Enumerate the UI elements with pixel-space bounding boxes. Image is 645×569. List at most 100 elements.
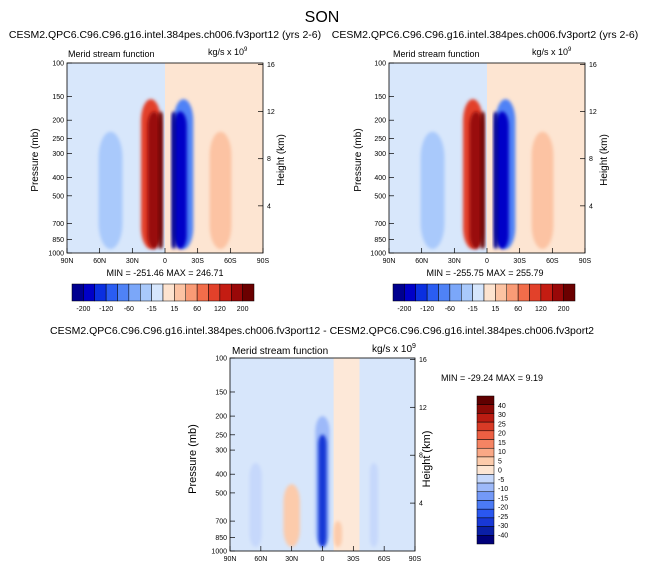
colorbar-bin [404, 283, 416, 302]
colorbar-bin [231, 283, 243, 302]
x-tick-label: 30N [126, 258, 139, 265]
y-tick-label: 300 [52, 151, 64, 158]
colorbar-label: -30 [498, 523, 508, 530]
y-axis-label: Pressure (mb) [187, 424, 199, 494]
colorbar-bin [162, 283, 175, 302]
colorbar-bin [128, 283, 141, 302]
height-tick-label: 16 [419, 357, 427, 364]
colorbar-bin [476, 500, 495, 510]
colorbar-bin [476, 421, 495, 432]
colorbar-bin [174, 283, 186, 302]
colorbar-bin [476, 482, 495, 493]
y-tick-label: 150 [215, 389, 227, 396]
colorbar-bin [472, 283, 485, 302]
plot-area [389, 63, 585, 253]
colorbar-bin [563, 283, 576, 302]
panel-left-label: Merid stream function [68, 49, 155, 59]
y-tick-label: 100 [52, 61, 64, 68]
y-tick-label: 700 [374, 221, 386, 228]
plot-area [230, 358, 415, 551]
colorbar-bin [476, 465, 495, 475]
x-tick-label: 60S [546, 258, 559, 265]
y-tick-label: 400 [215, 472, 227, 479]
y-tick-label: 200 [374, 118, 386, 125]
colorbar-bin [242, 283, 255, 302]
x-tick-label: 30S [347, 556, 360, 563]
colorbar-label: 120 [214, 306, 226, 313]
colorbar-bin [151, 283, 164, 302]
colorbar-bin [438, 283, 451, 302]
colorbar-bin [71, 283, 84, 302]
panel-top-left: CESM2.QPC6.C96.C96.g16.intel.384pes.ch00… [9, 29, 321, 313]
colorbar-label: 120 [535, 306, 547, 313]
x-tick-label: 30S [191, 258, 204, 265]
colorbar-bin [552, 283, 564, 302]
colorbar-bin [476, 413, 495, 423]
colorbar-label: -60 [445, 306, 455, 313]
colorbar-label: -40 [498, 532, 508, 539]
x-tick-label: 30N [285, 556, 298, 563]
panel-title: CESM2.QPC6.C96.C96.g16.intel.384pes.ch00… [332, 29, 638, 41]
stream-cell [480, 111, 485, 250]
stream-cell [209, 131, 232, 249]
colorbar-label: -10 [498, 486, 508, 493]
height-tick-label: 4 [267, 203, 271, 210]
height-tick-label: 8 [419, 453, 423, 460]
colorbar-bin [476, 456, 495, 466]
colorbar-label: 30 [498, 412, 506, 419]
colorbar-bin [196, 283, 209, 302]
x-tick-label: 90S [257, 258, 270, 265]
y-tick-label: 850 [374, 237, 386, 244]
height-tick-label: 12 [267, 109, 275, 116]
y-tick-label: 150 [52, 94, 64, 101]
colorbar-label: 15 [498, 440, 506, 447]
colorbar-label: 200 [558, 306, 570, 313]
stream-cell [98, 131, 123, 249]
stream-cell [147, 111, 161, 250]
height-tick-label: 12 [419, 405, 427, 412]
y-tick-label: 200 [215, 414, 227, 421]
colorbar-bin [105, 283, 118, 302]
y-tick-label: 1000 [370, 251, 386, 258]
colorbar-bin [476, 430, 495, 440]
colorbar-label: -60 [124, 306, 134, 313]
panel-title: CESM2.QPC6.C96.C96.g16.intel.384pes.ch00… [50, 325, 594, 337]
y-tick-label: 500 [52, 193, 64, 200]
y-tick-label: 1000 [211, 549, 227, 556]
colorbar-bin [540, 283, 553, 302]
height-tick-label: 16 [589, 62, 597, 69]
y-tick-label: 300 [374, 151, 386, 158]
colorbar-bin [483, 283, 496, 302]
y-tick-label: 500 [374, 193, 386, 200]
y-tick-label: 250 [374, 136, 386, 143]
colorbar-bin [506, 283, 519, 302]
x-tick-label: 0 [485, 258, 489, 265]
y-axis-label-right: Height (km) [599, 134, 610, 186]
height-tick-label: 4 [419, 501, 423, 508]
y-axis-label-right: Height (km) [276, 134, 287, 186]
colorbar-label: -15 [498, 495, 508, 502]
panel-left-label: Merid stream function [393, 49, 480, 59]
y-tick-label: 150 [374, 94, 386, 101]
stream-cell [531, 131, 554, 249]
y-tick-label: 400 [52, 175, 64, 182]
colorbar-bin [476, 508, 495, 519]
y-tick-label: 700 [215, 519, 227, 526]
colorbar-label: 5 [498, 458, 502, 465]
stream-cell [249, 463, 262, 547]
colorbar-label: -15 [468, 306, 478, 313]
x-tick-label: 30N [448, 258, 461, 265]
y-tick-label: 100 [215, 356, 227, 363]
y-tick-label: 700 [52, 221, 64, 228]
colorbar-bin [476, 526, 495, 536]
height-tick-label: 16 [267, 62, 275, 69]
stream-cell [283, 484, 300, 547]
y-tick-label: 300 [215, 448, 227, 455]
colorbar-label: 40 [498, 403, 506, 410]
colorbar-label: -20 [498, 505, 508, 512]
y-tick-label: 1000 [48, 251, 64, 258]
stream-cell [171, 111, 176, 250]
panel-difference: CESM2.QPC6.C96.C96.g16.intel.384pes.ch00… [50, 325, 594, 563]
colorbar-label: -120 [99, 306, 113, 313]
colorbar-bin [219, 283, 232, 302]
